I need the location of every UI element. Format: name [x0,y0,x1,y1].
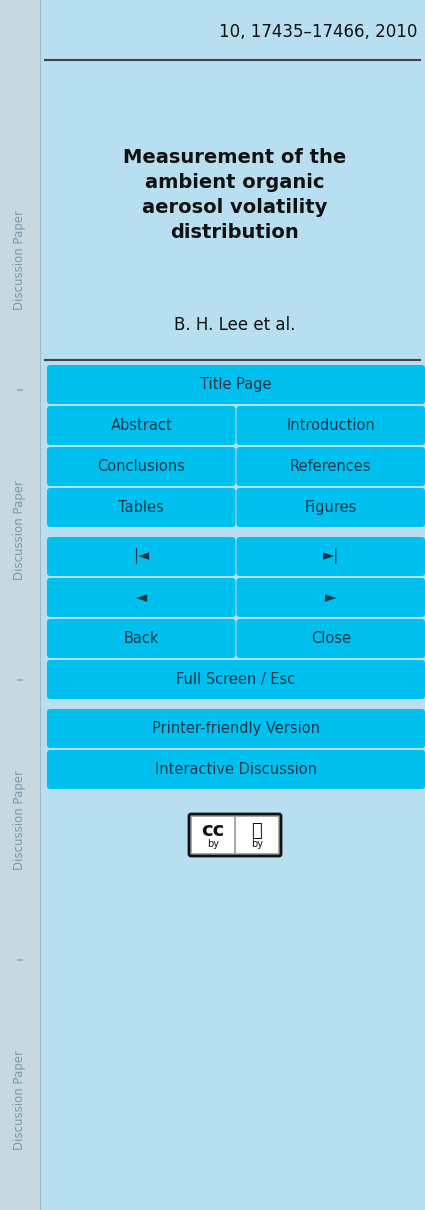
Text: Printer-friendly Version: Printer-friendly Version [152,721,320,736]
FancyBboxPatch shape [47,709,425,748]
FancyBboxPatch shape [189,814,281,855]
Text: Measurement of the
ambient organic
aerosol volatility
distribution: Measurement of the ambient organic aeros… [123,148,347,242]
Text: ►|: ►| [323,548,339,565]
Text: References: References [290,459,371,474]
Text: Close: Close [311,630,351,646]
Text: Back: Back [124,630,159,646]
Text: Discussion Paper: Discussion Paper [14,1050,26,1150]
Text: Tables: Tables [119,500,164,515]
FancyBboxPatch shape [47,578,235,617]
FancyBboxPatch shape [47,659,425,699]
Text: ►: ► [325,590,336,605]
Text: ⓘ: ⓘ [252,822,262,840]
Text: Discussion Paper: Discussion Paper [14,480,26,580]
Text: Figures: Figures [305,500,357,515]
FancyBboxPatch shape [236,407,425,445]
Text: cc: cc [201,822,225,841]
Text: Abstract: Abstract [110,417,172,433]
Text: Discussion Paper: Discussion Paper [14,211,26,310]
FancyBboxPatch shape [236,620,425,658]
FancyBboxPatch shape [47,365,425,404]
Text: Conclusions: Conclusions [97,459,185,474]
FancyBboxPatch shape [47,488,235,528]
FancyBboxPatch shape [236,817,278,853]
Text: 10, 17435–17466, 2010: 10, 17435–17466, 2010 [218,23,417,41]
FancyBboxPatch shape [236,446,425,486]
FancyBboxPatch shape [236,537,425,576]
FancyBboxPatch shape [192,817,234,853]
Text: by: by [251,839,263,849]
FancyBboxPatch shape [47,620,235,658]
Bar [0,0,40,1210]
FancyBboxPatch shape [47,537,235,576]
Text: |◄: |◄ [133,548,149,565]
FancyBboxPatch shape [47,750,425,789]
Text: Interactive Discussion: Interactive Discussion [155,762,317,777]
Text: Discussion Paper: Discussion Paper [14,770,26,870]
Text: B. H. Lee et al.: B. H. Lee et al. [174,316,296,334]
Text: by: by [207,839,219,849]
FancyBboxPatch shape [236,578,425,617]
FancyBboxPatch shape [47,446,235,486]
FancyBboxPatch shape [47,407,235,445]
Text: Full Screen / Esc: Full Screen / Esc [176,672,296,687]
Text: Introduction: Introduction [286,417,375,433]
Text: ◄: ◄ [136,590,147,605]
FancyBboxPatch shape [236,488,425,528]
Text: Title Page: Title Page [200,378,272,392]
